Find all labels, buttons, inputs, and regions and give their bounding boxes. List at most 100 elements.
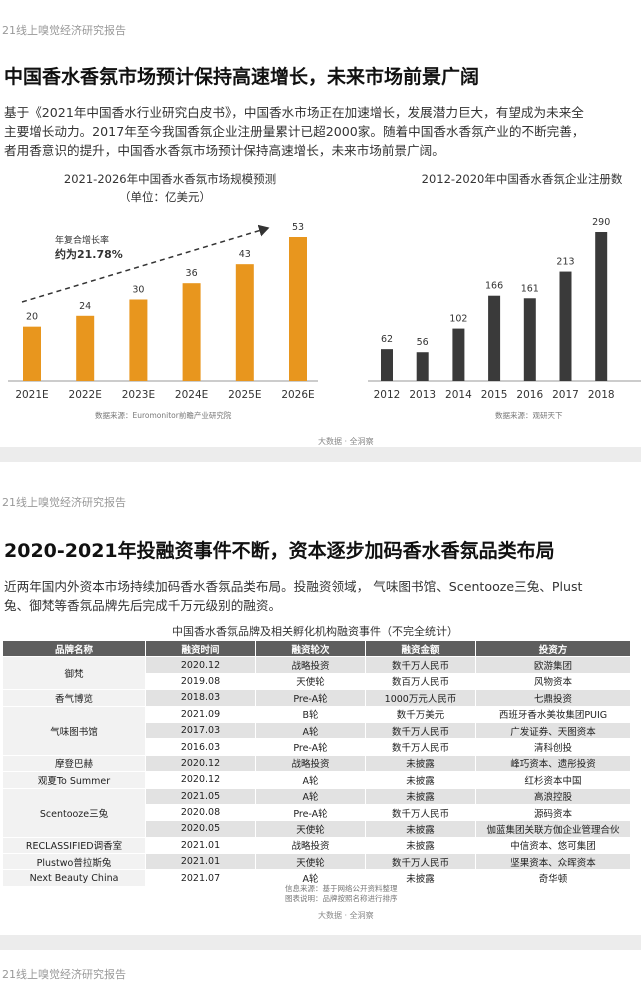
cell: A轮	[255, 721, 366, 740]
cell: 数百万人民币	[365, 672, 476, 691]
chart-title: 2021-2026年中国香水香氛市场规模预测	[64, 172, 276, 186]
value-label: 56	[417, 337, 429, 348]
bar	[381, 349, 393, 381]
cell: 2016.03	[145, 738, 256, 756]
row: 2019.08 天使轮 数百万人民币 风物资本	[3, 672, 631, 691]
bar	[452, 328, 465, 381]
cell: 战略投资	[255, 754, 366, 773]
cell: 2018.03	[145, 689, 256, 707]
bar	[182, 283, 201, 381]
cell: 奇华顿	[475, 869, 631, 887]
x-tick-label: 2023E	[122, 389, 155, 401]
header-row: 品牌名称 融资时间 融资轮次 融资金额 投资方	[2, 639, 631, 658]
title: 中国香水香氛市场预计保持高速增长，未来市场前景广阔	[4, 66, 480, 88]
cell: 广发证券、天图资本	[475, 721, 631, 740]
x-tick-label: 2016	[516, 389, 543, 401]
cell: 天使轮	[255, 672, 366, 691]
footer: 大数据 · 全洞察	[318, 911, 374, 920]
charts: 2021-2026年中国香水香氛市场规模预测 （单位：亿美元） 20 2021E 24 2…	[8, 172, 641, 420]
bar	[488, 295, 501, 381]
x-tick-label: 2013	[409, 389, 436, 401]
cell: Pre-A轮	[255, 738, 366, 756]
row: 观夏To Summer 2020.12 A轮 未披露 红杉资本中国	[2, 771, 631, 789]
cell: A轮	[255, 869, 366, 887]
cell: 2021.01	[145, 836, 256, 855]
cell: 天使轮	[255, 820, 366, 838]
cell: 红杉资本中国	[475, 771, 631, 789]
chart-subtitle: （单位：亿美元）	[119, 190, 211, 204]
cell: 清科创投	[475, 738, 631, 756]
header-cell: 品牌名称	[2, 639, 146, 658]
text-line: 者用香意识的提升，中国香水香氛市场预计保持高速增长，未来市场前景广阔。	[4, 143, 445, 158]
cell: A轮	[255, 771, 366, 789]
cell: 欧游集团	[475, 656, 631, 674]
value-label: 53	[292, 222, 304, 233]
header-cell: 融资金额	[365, 639, 476, 658]
header-cell: 融资时间	[145, 639, 256, 658]
cell: 2021.09	[145, 705, 256, 723]
cell: Pre-A轮	[255, 689, 366, 707]
title: 2020-2021年投融资事件不断，资本逐步加码香水香氛品类布局	[4, 540, 555, 562]
value-label: 30	[132, 284, 144, 295]
bar	[235, 264, 254, 381]
footer: 大数据 · 全洞察	[318, 437, 374, 446]
chart-title: 2012-2020年中国香水香氛企业注册数	[422, 172, 623, 186]
value-label: 213	[556, 257, 574, 268]
cell: 2020.08	[145, 803, 256, 822]
row: Plustwo普拉斯兔 2021.01 天使轮 数千万人民币 坚果资本、众晖资本	[2, 853, 631, 871]
header: 21线上嗅觉经济研究报告	[2, 24, 126, 37]
text-line: 基于《2021年中国香水行业研究白皮书》，中国香水市场正在加速增长，发展潜力巨大…	[4, 105, 584, 120]
row: 香气博览 2018.03 Pre-A轮 1000万元人民币 七鼎投资	[2, 689, 631, 707]
header: 21线上嗅觉经济研究报告	[2, 496, 126, 509]
bar	[595, 232, 608, 381]
text-line: 兔、御梵等香氛品牌先后完成千万元级别的融资。	[4, 598, 282, 613]
value-label: 161	[521, 283, 539, 294]
row: RECLASSIFIED调香室 2021.01 战略投资 未披露 中信资本、悠可集团	[2, 836, 631, 855]
table: 品牌名称 融资时间 融资轮次 融资金额 投资方 御梵 2020.12 战略投资 数千万人民币 欧游…	[2, 639, 631, 887]
bar	[129, 299, 148, 381]
paragraph: 基于《2021年中国香水行业研究白皮书》，中国香水市场正在加速增长，发展潜力巨大…	[4, 103, 584, 160]
brand-cell: 气味图书馆	[2, 705, 146, 756]
cell: 数千万人民币	[365, 721, 476, 740]
cell: A轮	[255, 787, 366, 805]
x-tick-label: 2024E	[175, 389, 208, 401]
cell: 高浪控股	[475, 787, 631, 805]
bar	[23, 326, 41, 381]
trend-arrow	[21, 224, 270, 303]
bar	[289, 237, 307, 381]
row: 2017.03 A轮 数千万人民币 广发证券、天图资本	[3, 721, 631, 740]
cell: 未披露	[365, 820, 476, 838]
bar	[523, 298, 536, 381]
row: 气味图书馆 2021.09 B轮 数千万美元 西班牙香水美妆集团PUIG	[2, 705, 631, 756]
cell: 未披露	[365, 836, 476, 855]
brand-cell: 摩登巴赫	[2, 754, 146, 773]
table-title: 中国香水香氛品牌及相关孵化机构融资事件（不完全统计）	[172, 625, 458, 638]
brand-cell: Plustwo普拉斯兔	[2, 853, 146, 871]
bar	[416, 352, 429, 381]
brand-cell: RECLASSIFIED调香室	[2, 836, 146, 855]
cell: 天使轮	[255, 853, 366, 871]
x-tick-label: 2014	[445, 389, 472, 401]
value-label: 24	[79, 301, 91, 312]
x-tick-label: 2026E	[281, 389, 314, 401]
cell: 数千万人民币	[365, 738, 476, 756]
cell: 2020.12	[145, 754, 256, 773]
cell: 1000万元人民币	[365, 689, 476, 707]
row: Scentooze三兔 2021.05 A轮 未披露 高浪控股	[2, 787, 631, 838]
annotation: 年复合增长率	[55, 234, 109, 246]
value-label: 36	[186, 268, 198, 279]
x-tick-label: 2022E	[69, 389, 102, 401]
cell: 未披露	[365, 754, 476, 773]
row: 2020.05 天使轮 未披露 伽蓝集团关联方伽企业管理合伙	[3, 820, 631, 838]
cell: 风物资本	[475, 672, 631, 691]
cell: 2020.12	[145, 771, 256, 789]
source: 数据来源：观研天下	[495, 410, 563, 420]
cell: 数千万人民币	[365, 803, 476, 822]
bar	[559, 271, 572, 381]
cell: 2021.05	[145, 787, 256, 805]
brand-cell: Scentooze三兔	[2, 787, 146, 838]
cell: 未披露	[365, 787, 476, 805]
cell: Pre-A轮	[255, 803, 366, 822]
cell: 2021.07	[145, 869, 256, 887]
